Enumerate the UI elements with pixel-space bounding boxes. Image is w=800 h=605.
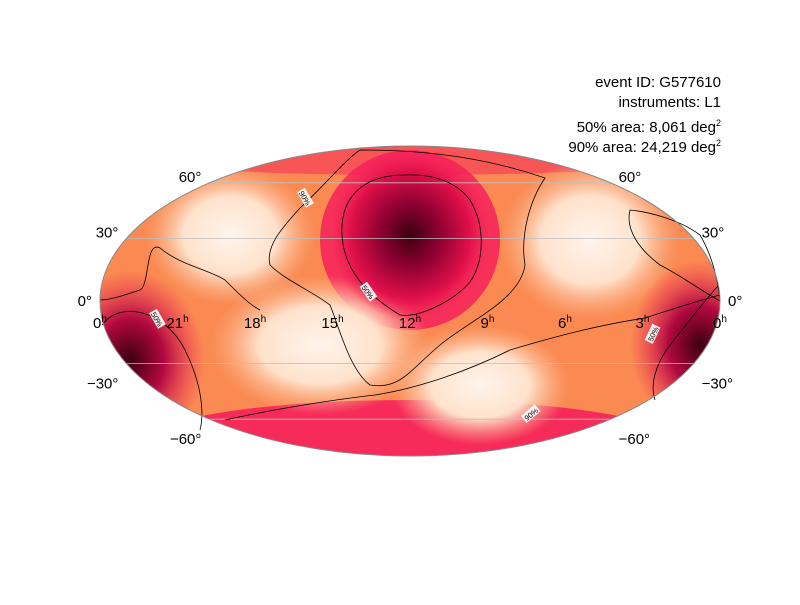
ra-tick-label: 15h <box>321 314 343 332</box>
graticule <box>126 182 694 420</box>
ra-tick-label: 0h <box>713 314 727 332</box>
dec-tick-label-right: 30° <box>702 224 725 241</box>
area-50-value: 50% area: 8,061 deg <box>576 119 716 136</box>
dec-tick-label-right: −30° <box>702 376 733 393</box>
ra-tick-label: 0h <box>93 314 107 332</box>
ra-tick-label: 9h <box>481 314 495 332</box>
contour-50-north <box>341 174 482 316</box>
area-50-text: 50% area: 8,061 deg2 <box>577 113 721 138</box>
area-90-text: 90% area: 24,219 deg2 <box>568 133 721 158</box>
map-frame <box>99 145 721 457</box>
dec-tick-label-left: 30° <box>96 224 119 241</box>
ra-tick-label: 12h <box>399 314 421 332</box>
contour-90-main <box>268 149 546 387</box>
area-90-value: 90% area: 24,219 deg <box>568 139 716 156</box>
dec-tick-label-left: −60° <box>170 431 201 448</box>
dec-tick-label-right: 0° <box>728 293 742 310</box>
contour-50-east <box>652 285 719 401</box>
ra-tick-label: 3h <box>636 314 650 332</box>
area-90-exponent: 2 <box>715 138 721 148</box>
dec-tick-label-left: 0° <box>78 293 92 310</box>
instruments-text: instruments: L1 <box>618 94 721 111</box>
probability-density-fill <box>100 146 720 456</box>
event-id-text: event ID: G577610 <box>595 74 721 91</box>
ra-tick-label: 21h <box>166 314 188 332</box>
dec-tick-label-left: −30° <box>87 376 118 393</box>
contour-90-south <box>224 294 721 421</box>
dec-tick-label-right: 60° <box>619 169 642 186</box>
dec-tick-label-left: 60° <box>179 169 202 186</box>
credible-contours <box>99 149 721 431</box>
ra-tick-label: 18h <box>244 314 266 332</box>
contour-50-west <box>101 311 203 431</box>
dec-tick-label-right: −60° <box>619 431 650 448</box>
contour-90-east <box>628 209 721 302</box>
ra-tick-label: 6h <box>558 314 572 332</box>
tick-labels: 0h 21h 18h 15h 12h 9h 6h 3h 0h 60° 60° 30° 30° 0° 0° −3… <box>78 169 743 448</box>
contour-90-west <box>99 246 261 311</box>
area-50-exponent: 2 <box>715 118 721 128</box>
